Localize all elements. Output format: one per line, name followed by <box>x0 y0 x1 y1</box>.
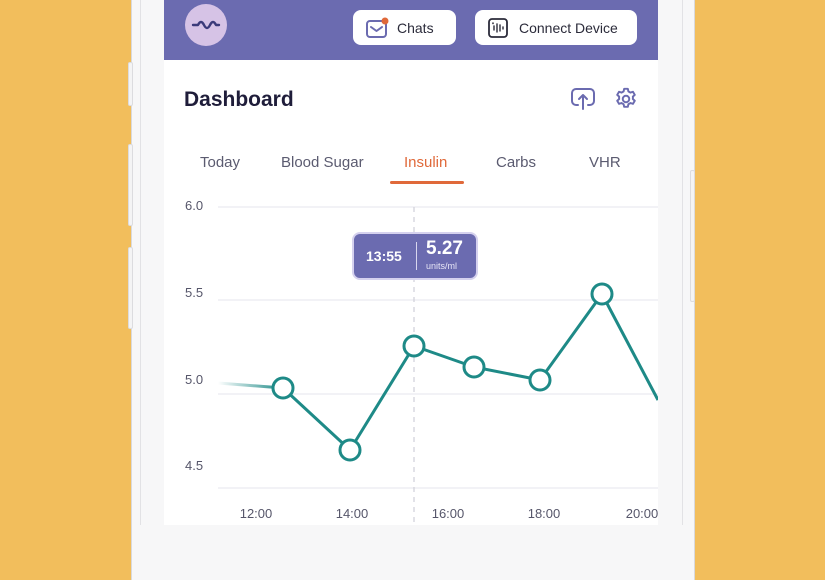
phone-side-button <box>690 170 695 302</box>
connect-device-button[interactable]: Connect Device <box>475 10 637 45</box>
y-tick: 4.5 <box>185 458 204 473</box>
data-point <box>338 438 362 462</box>
phone-side-button <box>128 247 133 329</box>
mail-icon <box>365 17 389 39</box>
upload-icon[interactable] <box>570 86 596 112</box>
tooltip-unit: units/ml <box>426 261 458 271</box>
gear-icon[interactable] <box>613 86 639 112</box>
tab-insulin[interactable]: Insulin <box>404 154 448 171</box>
page-title: Dashboard <box>184 88 294 111</box>
chats-label: Chats <box>397 19 434 36</box>
audio-device-icon <box>487 17 509 39</box>
phone-bezel-left <box>140 0 141 525</box>
tab-today[interactable]: Today <box>200 154 241 171</box>
data-point <box>590 282 614 306</box>
insulin-chart: 6.0 5.5 5.0 4.5 12:00 14:00 16:00 18:00 … <box>164 190 658 525</box>
y-tick: 6.0 <box>185 198 204 213</box>
x-tick: 16:00 <box>431 506 465 521</box>
app-header: Chats Connect Device <box>164 0 658 60</box>
phone-side-button <box>128 144 133 226</box>
tab-carbs[interactable]: Carbs <box>496 154 537 171</box>
wave-logo-icon[interactable] <box>185 4 227 46</box>
chart-tooltip: 13:55 5.27 units/ml <box>352 232 478 280</box>
tooltip-value: 5.27 <box>426 238 463 259</box>
tab-bar: Today Blood Sugar Insulin Carbs VHR <box>164 150 658 186</box>
tab-blood-sugar[interactable]: Blood Sugar <box>281 154 364 171</box>
chart-plot <box>217 206 658 525</box>
chats-button[interactable]: Chats <box>353 10 456 45</box>
data-point <box>271 376 295 400</box>
x-tick: 12:00 <box>239 506 273 521</box>
x-tick: 14:00 <box>335 506 369 521</box>
y-tick: 5.0 <box>185 372 204 387</box>
y-tick: 5.5 <box>185 285 204 300</box>
app-screen: Chats Connect Device Dashboard <box>164 0 658 525</box>
tooltip-divider <box>416 242 417 270</box>
notification-dot <box>381 17 389 24</box>
tab-vhr[interactable]: VHR <box>589 154 621 171</box>
data-point-selected <box>402 334 426 358</box>
phone-side-button <box>128 62 133 106</box>
active-tab-indicator <box>390 181 464 184</box>
phone-bezel-right <box>682 0 683 525</box>
x-tick: 18:00 <box>527 506 561 521</box>
data-point <box>462 355 486 379</box>
tooltip-time: 13:55 <box>366 248 402 264</box>
data-point <box>528 368 552 392</box>
connect-device-label: Connect Device <box>519 19 618 36</box>
x-tick: 20:00 <box>625 506 658 521</box>
